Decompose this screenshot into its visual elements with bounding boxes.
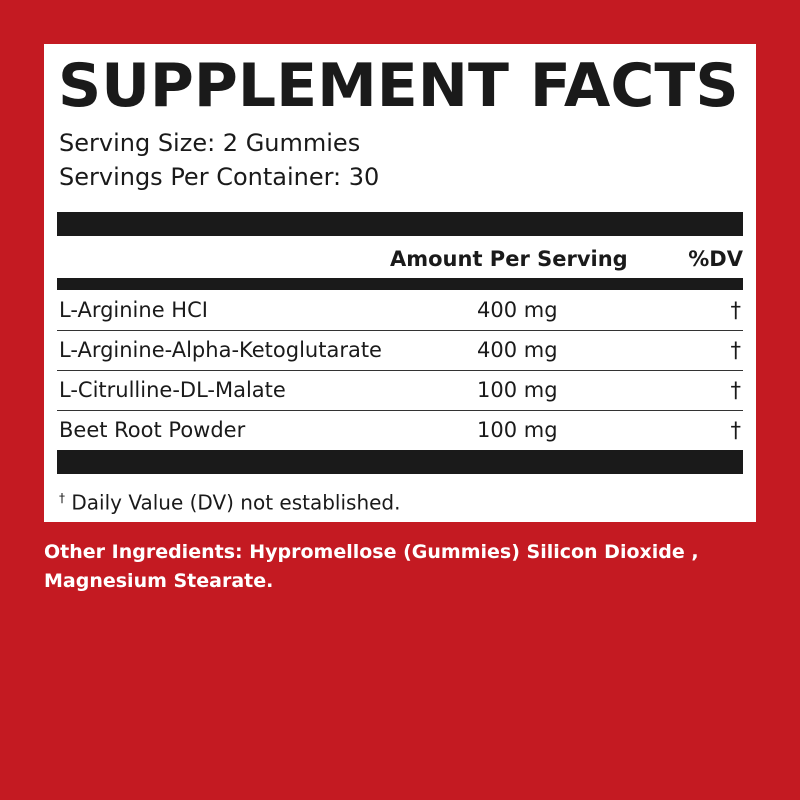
ingredient-name: L-Arginine-Alpha-Ketoglutarate <box>59 338 382 362</box>
other-ingredients: Other Ingredients: Hypromellose (Gummies… <box>44 541 699 592</box>
supplement-facts-panel: SUPPLEMENT FACTS Serving Size: 2 Gummies… <box>44 44 756 522</box>
header-amount: Amount Per Serving <box>390 247 628 271</box>
header-dv: %DV <box>688 247 743 271</box>
ingredient-dv: † <box>730 298 742 322</box>
divider-bar <box>57 278 743 290</box>
servings-per-container: Servings Per Container: 30 <box>59 163 380 191</box>
label-title: SUPPLEMENT FACTS <box>58 51 739 121</box>
ingredient-name: L-Citrulline-DL-Malate <box>59 378 286 402</box>
ingredient-amount: 100 mg <box>477 418 558 442</box>
ingredient-amount: 100 mg <box>477 378 558 402</box>
ingredient-dv: † <box>730 418 742 442</box>
footnote-text: Daily Value (DV) not established. <box>65 490 401 515</box>
ingredient-name: Beet Root Powder <box>59 418 246 442</box>
ingredient-amount: 400 mg <box>477 298 558 322</box>
ingredient-row: L-Arginine HCI 400 mg † <box>57 290 743 331</box>
ingredient-dv: † <box>730 338 742 362</box>
divider-bar <box>57 212 743 236</box>
ingredient-row: L-Arginine-Alpha-Ketoglutarate 400 mg † <box>57 330 743 371</box>
ingredient-row: L-Citrulline-DL-Malate 100 mg † <box>57 370 743 411</box>
serving-size: Serving Size: 2 Gummies <box>59 129 361 157</box>
ingredient-dv: † <box>730 378 742 402</box>
ingredient-name: L-Arginine HCI <box>59 298 208 322</box>
footnote: † Daily Value (DV) not established. <box>59 484 401 517</box>
divider-bar <box>57 450 743 474</box>
ingredient-row: Beet Root Powder 100 mg † <box>57 410 743 450</box>
ingredient-amount: 400 mg <box>477 338 558 362</box>
dagger-mark: † <box>59 491 65 505</box>
